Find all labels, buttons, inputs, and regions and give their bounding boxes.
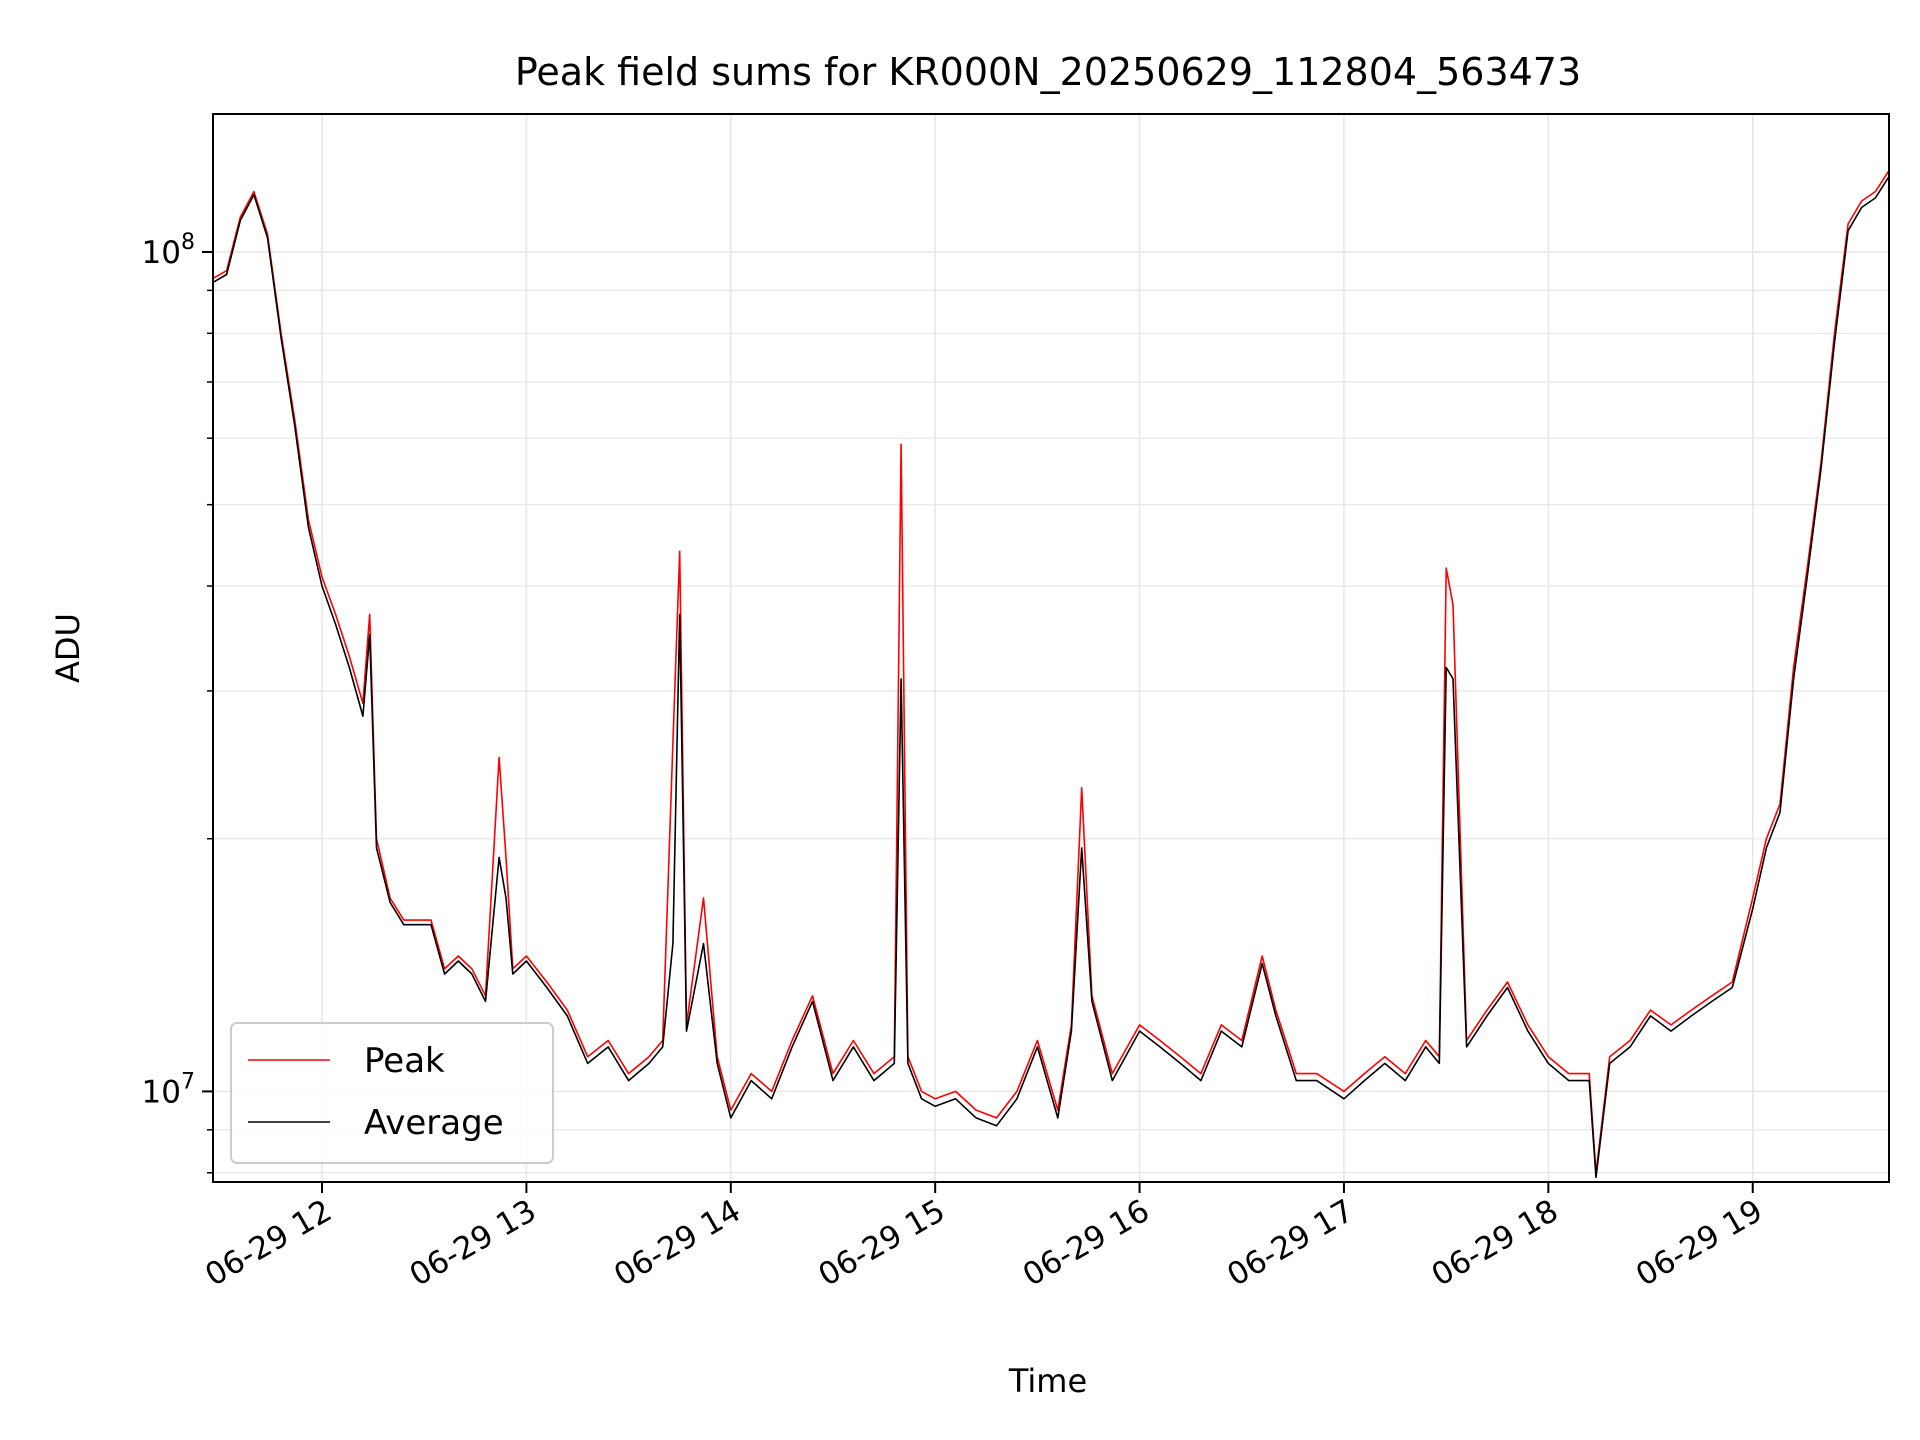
legend-label-peak: Peak [364, 1041, 445, 1081]
legend-box [230, 1022, 554, 1164]
series-group [213, 170, 1889, 1179]
y-axis-ticks: 107 108 [142, 230, 213, 1174]
y-tick-label: 107 [142, 1069, 195, 1110]
plot-area [213, 170, 1889, 1179]
chart-title: Peak field sums for KR000N_20250629_1128… [515, 50, 1581, 94]
legend-label-average: Average [364, 1103, 504, 1143]
chart-legend: Peak Average [230, 1022, 554, 1164]
series-line-average [213, 176, 1889, 1179]
y-axis-label: ADU [49, 613, 87, 683]
x-axis-label: Time [1008, 1362, 1087, 1400]
y-tick-label: 108 [142, 230, 195, 271]
plot-frame [212, 113, 1890, 1183]
